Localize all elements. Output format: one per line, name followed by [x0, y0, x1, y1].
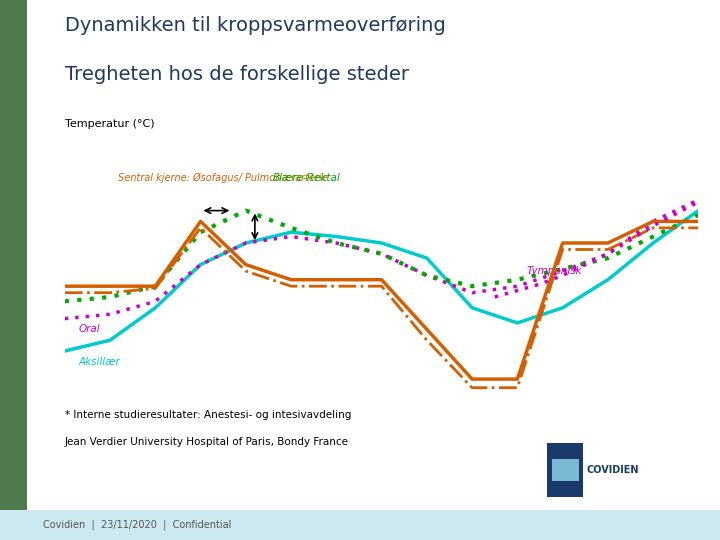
Text: Blære-Rektal: Blære-Rektal	[273, 173, 341, 183]
Text: * Interne studieresultater: Anestesi- og intesivavdeling: * Interne studieresultater: Anestesi- og…	[65, 410, 351, 421]
Text: Tregheten hos de forskellige steder: Tregheten hos de forskellige steder	[65, 65, 409, 84]
Text: Jean Verdier University Hospital of Paris, Bondy France: Jean Verdier University Hospital of Pari…	[65, 437, 348, 448]
Text: Dynamikken til kroppsvarmeoverføring: Dynamikken til kroppsvarmeoverføring	[65, 16, 446, 35]
Bar	[552, 459, 579, 481]
Text: Covidien  |  23/11/2020  |  Confidential: Covidien | 23/11/2020 | Confidential	[43, 520, 232, 530]
Text: Oral: Oral	[78, 325, 100, 334]
Text: Sentral kjerne: Øsofagus/ Pulmonærarterie: Sentral kjerne: Øsofagus/ Pulmonærarteri…	[118, 172, 328, 183]
Text: Aksillær: Aksillær	[78, 357, 120, 367]
Text: Tympanisk: Tympanisk	[526, 266, 582, 276]
Text: Temperatur (°C): Temperatur (°C)	[65, 119, 154, 129]
Text: COVIDIEN: COVIDIEN	[587, 465, 639, 475]
Bar	[547, 443, 583, 497]
